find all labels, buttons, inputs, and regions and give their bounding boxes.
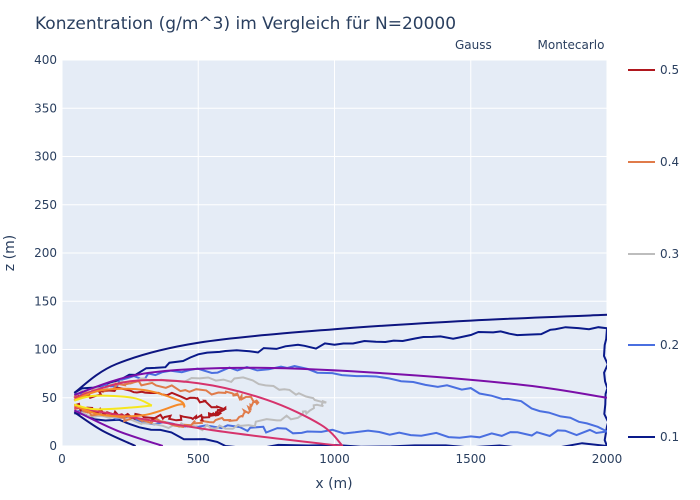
y-tick-label: 0 bbox=[49, 439, 57, 453]
gauss-contour-lower-0.5 bbox=[74, 403, 152, 411]
level-label: 0.4 bbox=[660, 155, 679, 169]
legend-label[interactable]: Montecarlo bbox=[538, 38, 605, 52]
gauss-contour-0.2 bbox=[74, 366, 607, 399]
level-label: 0.1 bbox=[660, 430, 679, 444]
level-legend: 0.5 0.4 0.3 0.2 0.1 bbox=[628, 63, 679, 444]
y-tick-label: 400 bbox=[34, 53, 57, 67]
gauss-contour-lower-0.1 bbox=[73, 411, 137, 446]
gauss-contour-0.5 bbox=[74, 394, 153, 407]
y-tick-label: 200 bbox=[34, 246, 57, 260]
x-tick-label: 500 bbox=[187, 452, 210, 466]
x-tick-label: 1500 bbox=[455, 452, 486, 466]
montecarlo-contour-0.1 bbox=[73, 326, 607, 446]
y-tick-labels: 0 50 100 150 200 250 300 350 400 bbox=[34, 53, 57, 453]
y-axis-label: z (m) bbox=[2, 235, 18, 271]
x-tick-label: 2000 bbox=[592, 452, 623, 466]
level-label: 0.2 bbox=[660, 338, 679, 352]
chart-title: Konzentration (g/m^3) im Vergleich für N… bbox=[35, 14, 456, 34]
legend[interactable]: Gauss Montecarlo bbox=[420, 38, 604, 52]
gauss-contour-lower-0.3 bbox=[74, 406, 343, 446]
y-tick-label: 350 bbox=[34, 101, 57, 115]
x-tick-labels: 0 500 1000 1500 2000 bbox=[58, 452, 622, 466]
level-label: 0.5 bbox=[660, 63, 679, 77]
x-axis-label: x (m) bbox=[315, 476, 352, 492]
x-tick-label: 0 bbox=[58, 452, 66, 466]
legend-label[interactable]: Gauss bbox=[455, 38, 492, 52]
gauss-contour-0.4 bbox=[73, 387, 186, 409]
contour-lines bbox=[73, 313, 607, 446]
gauss-contour-0.1 bbox=[73, 313, 607, 394]
gauss-contour-0.3 bbox=[74, 379, 344, 446]
level-label: 0.3 bbox=[660, 247, 679, 261]
y-tick-label: 300 bbox=[34, 150, 57, 164]
y-tick-label: 250 bbox=[34, 198, 57, 212]
y-tick-label: 50 bbox=[42, 391, 57, 405]
gauss-contour-lower-0.2 bbox=[73, 409, 164, 446]
y-tick-label: 100 bbox=[34, 343, 57, 357]
y-tick-label: 150 bbox=[34, 294, 57, 308]
x-tick-label: 1000 bbox=[319, 452, 350, 466]
grid bbox=[61, 59, 608, 447]
gauss-contour-lower-0.4 bbox=[73, 403, 186, 418]
